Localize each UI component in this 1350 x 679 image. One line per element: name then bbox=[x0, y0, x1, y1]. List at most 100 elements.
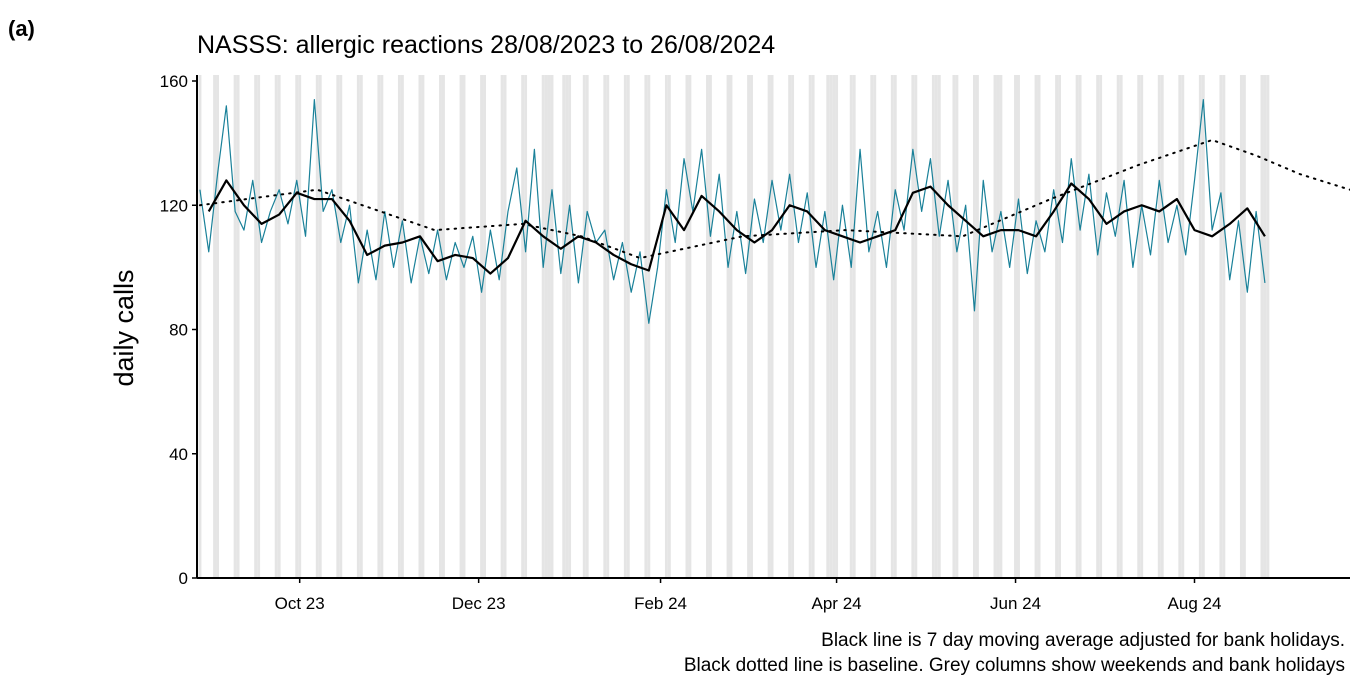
shaded-day bbox=[750, 75, 753, 578]
shaded-day bbox=[955, 75, 959, 578]
shaded-day bbox=[418, 75, 422, 578]
shaded-day bbox=[852, 75, 856, 578]
shaded-day bbox=[550, 75, 554, 578]
y-tick-label: 80 bbox=[169, 321, 188, 340]
shaded-day bbox=[1181, 75, 1185, 578]
shaded-day bbox=[726, 75, 730, 578]
x-tick-label: Apr 24 bbox=[812, 594, 862, 613]
shaded-day bbox=[647, 75, 651, 578]
shaded-day bbox=[688, 75, 692, 578]
shaded-day bbox=[1266, 75, 1270, 578]
shaded-day bbox=[1219, 75, 1223, 578]
shaded-day bbox=[767, 75, 771, 578]
shaded-day bbox=[582, 75, 586, 578]
x-tick-label: Jun 24 bbox=[990, 594, 1041, 613]
shaded-day bbox=[973, 75, 976, 578]
shaded-day bbox=[277, 75, 281, 578]
shaded-day bbox=[826, 75, 830, 578]
shaded-day bbox=[1017, 75, 1020, 578]
shaded-day bbox=[934, 75, 938, 578]
shaded-day bbox=[685, 75, 689, 578]
shaded-day bbox=[298, 75, 302, 578]
shaded-day bbox=[1239, 75, 1243, 578]
shaded-day bbox=[397, 75, 401, 578]
shaded-day bbox=[729, 75, 733, 578]
shaded-day bbox=[811, 75, 815, 578]
shaded-day bbox=[1160, 75, 1164, 578]
chart-title: NASSS: allergic reactions 28/08/2023 to … bbox=[197, 31, 775, 59]
shaded-day bbox=[849, 75, 853, 578]
shaded-day bbox=[562, 75, 566, 578]
shaded-day bbox=[999, 75, 1003, 578]
shaded-day bbox=[233, 75, 237, 578]
shaded-day bbox=[547, 75, 551, 578]
shaded-day bbox=[1119, 75, 1123, 578]
shaded-day bbox=[1178, 75, 1182, 578]
shaded-day bbox=[1201, 75, 1205, 578]
shaded-day bbox=[706, 75, 709, 578]
shaded-day bbox=[890, 75, 894, 578]
shaded-day bbox=[459, 75, 463, 578]
shaded-day bbox=[911, 75, 915, 578]
shaded-day bbox=[788, 75, 792, 578]
shaded-day bbox=[356, 75, 360, 578]
shaded-day bbox=[1222, 75, 1226, 578]
shaded-day bbox=[1140, 75, 1144, 578]
shaded-day bbox=[770, 75, 774, 578]
shaded-day bbox=[236, 75, 240, 578]
x-tick-label: Oct 23 bbox=[275, 594, 325, 613]
shaded-day bbox=[1075, 75, 1079, 578]
shaded-day bbox=[664, 75, 668, 578]
shaded-day bbox=[503, 75, 507, 578]
panel-label: (a) bbox=[8, 16, 35, 41]
shaded-day bbox=[1099, 75, 1103, 578]
shaded-day bbox=[213, 75, 217, 578]
shaded-day bbox=[336, 75, 340, 578]
shaded-day bbox=[808, 75, 812, 578]
shaded-day bbox=[439, 75, 442, 578]
y-tick-label: 160 bbox=[160, 72, 188, 91]
shaded-day bbox=[544, 75, 548, 578]
shaded-day bbox=[626, 75, 630, 578]
shaded-day bbox=[500, 75, 504, 578]
shaded-day bbox=[318, 75, 322, 578]
shaded-day bbox=[1260, 75, 1264, 578]
shaded-day bbox=[832, 75, 836, 578]
data-line bbox=[207, 179, 1266, 275]
shaded-day bbox=[708, 75, 712, 578]
shaded-day bbox=[541, 75, 545, 578]
shaded-day bbox=[791, 75, 795, 578]
shaded-day bbox=[606, 75, 610, 578]
shaded-day bbox=[480, 75, 484, 578]
shaded-day bbox=[524, 75, 528, 578]
shaded-day bbox=[1198, 75, 1202, 578]
shaded-day bbox=[257, 75, 261, 578]
shaded-day bbox=[377, 75, 381, 578]
shaded-day bbox=[254, 75, 258, 578]
shaded-day bbox=[1242, 75, 1246, 578]
shaded-day bbox=[1116, 75, 1120, 578]
shaded-day bbox=[993, 75, 997, 578]
shaded-day bbox=[747, 75, 751, 578]
shaded-day bbox=[603, 75, 607, 578]
shaded-day bbox=[1078, 75, 1082, 578]
shaded-day bbox=[359, 75, 363, 578]
shaded-day bbox=[1058, 75, 1062, 578]
shaded-day bbox=[421, 75, 425, 578]
shaded-day bbox=[585, 75, 589, 578]
shaded-day bbox=[565, 75, 569, 578]
note: Black line is 7 day moving average adjus… bbox=[821, 630, 1345, 651]
shaded-day bbox=[996, 75, 1000, 578]
shaded-day bbox=[315, 75, 319, 578]
shaded-day bbox=[198, 75, 202, 578]
shaded-day bbox=[1055, 75, 1059, 578]
shaded-day bbox=[623, 75, 627, 578]
y-tick-label: 120 bbox=[160, 196, 188, 215]
x-tick-label: Aug 24 bbox=[1168, 594, 1222, 613]
y-tick-label: 0 bbox=[179, 569, 188, 588]
shaded-day bbox=[937, 75, 941, 578]
shaded-day bbox=[975, 75, 979, 578]
shaded-day bbox=[835, 75, 839, 578]
plot-area: 0 40 80 120 160 Oct 23 Dec 23 Feb 24 Apr 24 Jun 2… bbox=[160, 72, 1350, 613]
